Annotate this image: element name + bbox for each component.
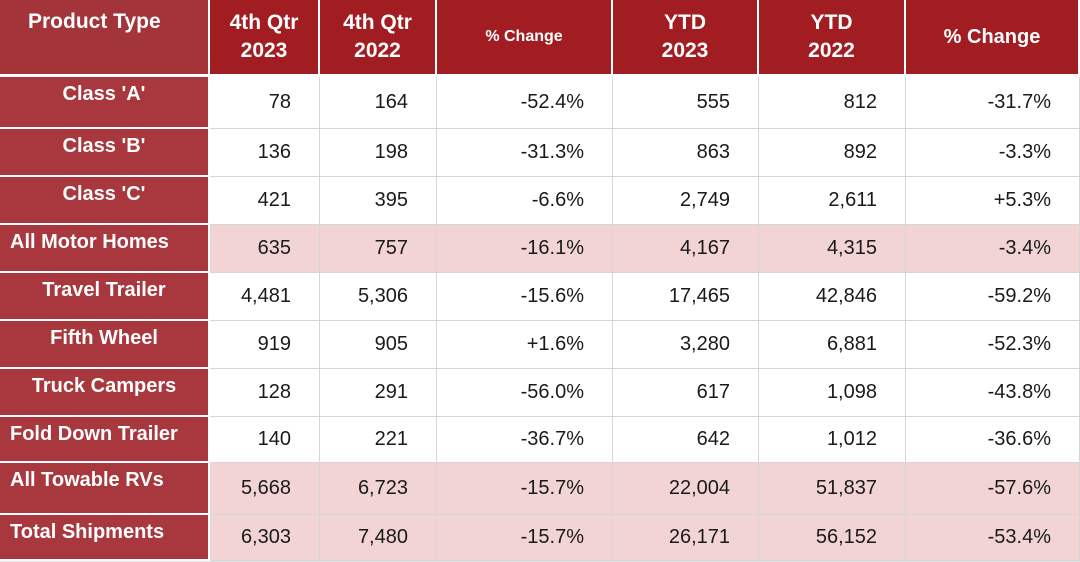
cell-q-change: -6.6% [437, 177, 613, 225]
cell-q-change: -36.7% [437, 417, 613, 463]
row-label: Fifth Wheel [0, 321, 210, 369]
cell-q4-2023: 635 [210, 225, 320, 273]
cell-ytd-2023: 555 [613, 77, 759, 129]
header-q-change-label: % Change [485, 28, 563, 45]
header-ytd-change-label: % Change [943, 26, 1041, 48]
cell-q4-2022: 164 [320, 77, 437, 129]
cell-ytd-2022: 42,846 [759, 273, 906, 321]
row-label: Class 'A' [0, 77, 210, 129]
cell-q-change: -15.7% [437, 463, 613, 515]
cell-q4-2023: 6,303 [210, 515, 320, 561]
cell-ytd-2022: 4,315 [759, 225, 906, 273]
cell-ytd-2023: 3,280 [613, 321, 759, 369]
cell-ytd-2022: 812 [759, 77, 906, 129]
cell-ytd-change: -53.4% [906, 515, 1080, 561]
header-ytd-2023: YTD 2023 [613, 0, 759, 77]
cell-q4-2022: 198 [320, 129, 437, 177]
cell-ytd-2022: 1,098 [759, 369, 906, 417]
header-q4-2022: 4th Qtr 2022 [320, 0, 437, 77]
row-label-subtotal: All Motor Homes [0, 225, 210, 273]
cell-q4-2022: 5,306 [320, 273, 437, 321]
cell-ytd-2022: 1,012 [759, 417, 906, 463]
cell-ytd-2023: 17,465 [613, 273, 759, 321]
header-q4-2022-line1: 4th Qtr [343, 11, 412, 34]
cell-q4-2022: 291 [320, 369, 437, 417]
cell-ytd-2023: 4,167 [613, 225, 759, 273]
header-q4-2023-line2: 2023 [240, 39, 288, 62]
header-ytd-change: % Change [906, 0, 1080, 77]
cell-q4-2023: 421 [210, 177, 320, 225]
cell-q4-2022: 905 [320, 321, 437, 369]
cell-ytd-change: -52.3% [906, 321, 1080, 369]
cell-q4-2022: 757 [320, 225, 437, 273]
header-q4-2023-line1: 4th Qtr [229, 11, 299, 34]
header-q4-2022-line2: 2022 [354, 39, 401, 62]
cell-ytd-2023: 642 [613, 417, 759, 463]
row-label: Fold Down Trailer [0, 417, 210, 463]
cell-q-change: -15.7% [437, 515, 613, 561]
row-label: Class 'C' [0, 177, 210, 225]
cell-q-change: -15.6% [437, 273, 613, 321]
cell-ytd-change: -43.8% [906, 369, 1080, 417]
cell-q-change: -52.4% [437, 77, 613, 129]
cell-q4-2022: 395 [320, 177, 437, 225]
row-label: Travel Trailer [0, 273, 210, 321]
cell-q4-2023: 140 [210, 417, 320, 463]
cell-ytd-2023: 22,004 [613, 463, 759, 515]
cell-q-change: -16.1% [437, 225, 613, 273]
cell-q-change: +1.6% [437, 321, 613, 369]
cell-ytd-2023: 2,749 [613, 177, 759, 225]
header-q4-2023: 4th Qtr 2023 [210, 0, 320, 77]
cell-ytd-2023: 863 [613, 129, 759, 177]
header-ytd-2022: YTD 2022 [759, 0, 906, 77]
header-ytd-2022-line1: YTD [810, 11, 853, 34]
cell-ytd-change: -59.2% [906, 273, 1080, 321]
header-ytd-2023-line1: YTD [664, 11, 706, 34]
cell-ytd-change: -57.6% [906, 463, 1080, 515]
cell-ytd-change: -31.7% [906, 77, 1080, 129]
row-label: Truck Campers [0, 369, 210, 417]
cell-q4-2023: 5,668 [210, 463, 320, 515]
cell-ytd-2022: 51,837 [759, 463, 906, 515]
cell-ytd-2022: 6,881 [759, 321, 906, 369]
cell-q4-2022: 221 [320, 417, 437, 463]
header-ytd-2022-line2: 2022 [808, 39, 855, 62]
cell-q4-2023: 136 [210, 129, 320, 177]
cell-q4-2022: 7,480 [320, 515, 437, 561]
cell-ytd-2022: 892 [759, 129, 906, 177]
cell-q4-2022: 6,723 [320, 463, 437, 515]
header-ytd-2023-line2: 2023 [661, 39, 709, 62]
cell-ytd-2023: 617 [613, 369, 759, 417]
cell-q4-2023: 128 [210, 369, 320, 417]
cell-ytd-change: -3.4% [906, 225, 1080, 273]
row-label: Class 'B' [0, 129, 210, 177]
cell-q-change: -56.0% [437, 369, 613, 417]
cell-q4-2023: 919 [210, 321, 320, 369]
cell-ytd-change: -36.6% [906, 417, 1080, 463]
cell-ytd-2023: 26,171 [613, 515, 759, 561]
header-product-type: Product Type [0, 0, 210, 77]
cell-q4-2023: 4,481 [210, 273, 320, 321]
cell-ytd-change: -3.3% [906, 129, 1080, 177]
cell-ytd-2022: 56,152 [759, 515, 906, 561]
cell-ytd-2022: 2,611 [759, 177, 906, 225]
cell-q4-2023: 78 [210, 77, 320, 129]
cell-ytd-change: +5.3% [906, 177, 1080, 225]
row-label-total: Total Shipments [0, 515, 210, 561]
header-product-type-label: Product Type [28, 10, 161, 33]
cell-q-change: -31.3% [437, 129, 613, 177]
header-q-change: % Change [437, 0, 613, 77]
row-label-subtotal: All Towable RVs [0, 463, 210, 515]
